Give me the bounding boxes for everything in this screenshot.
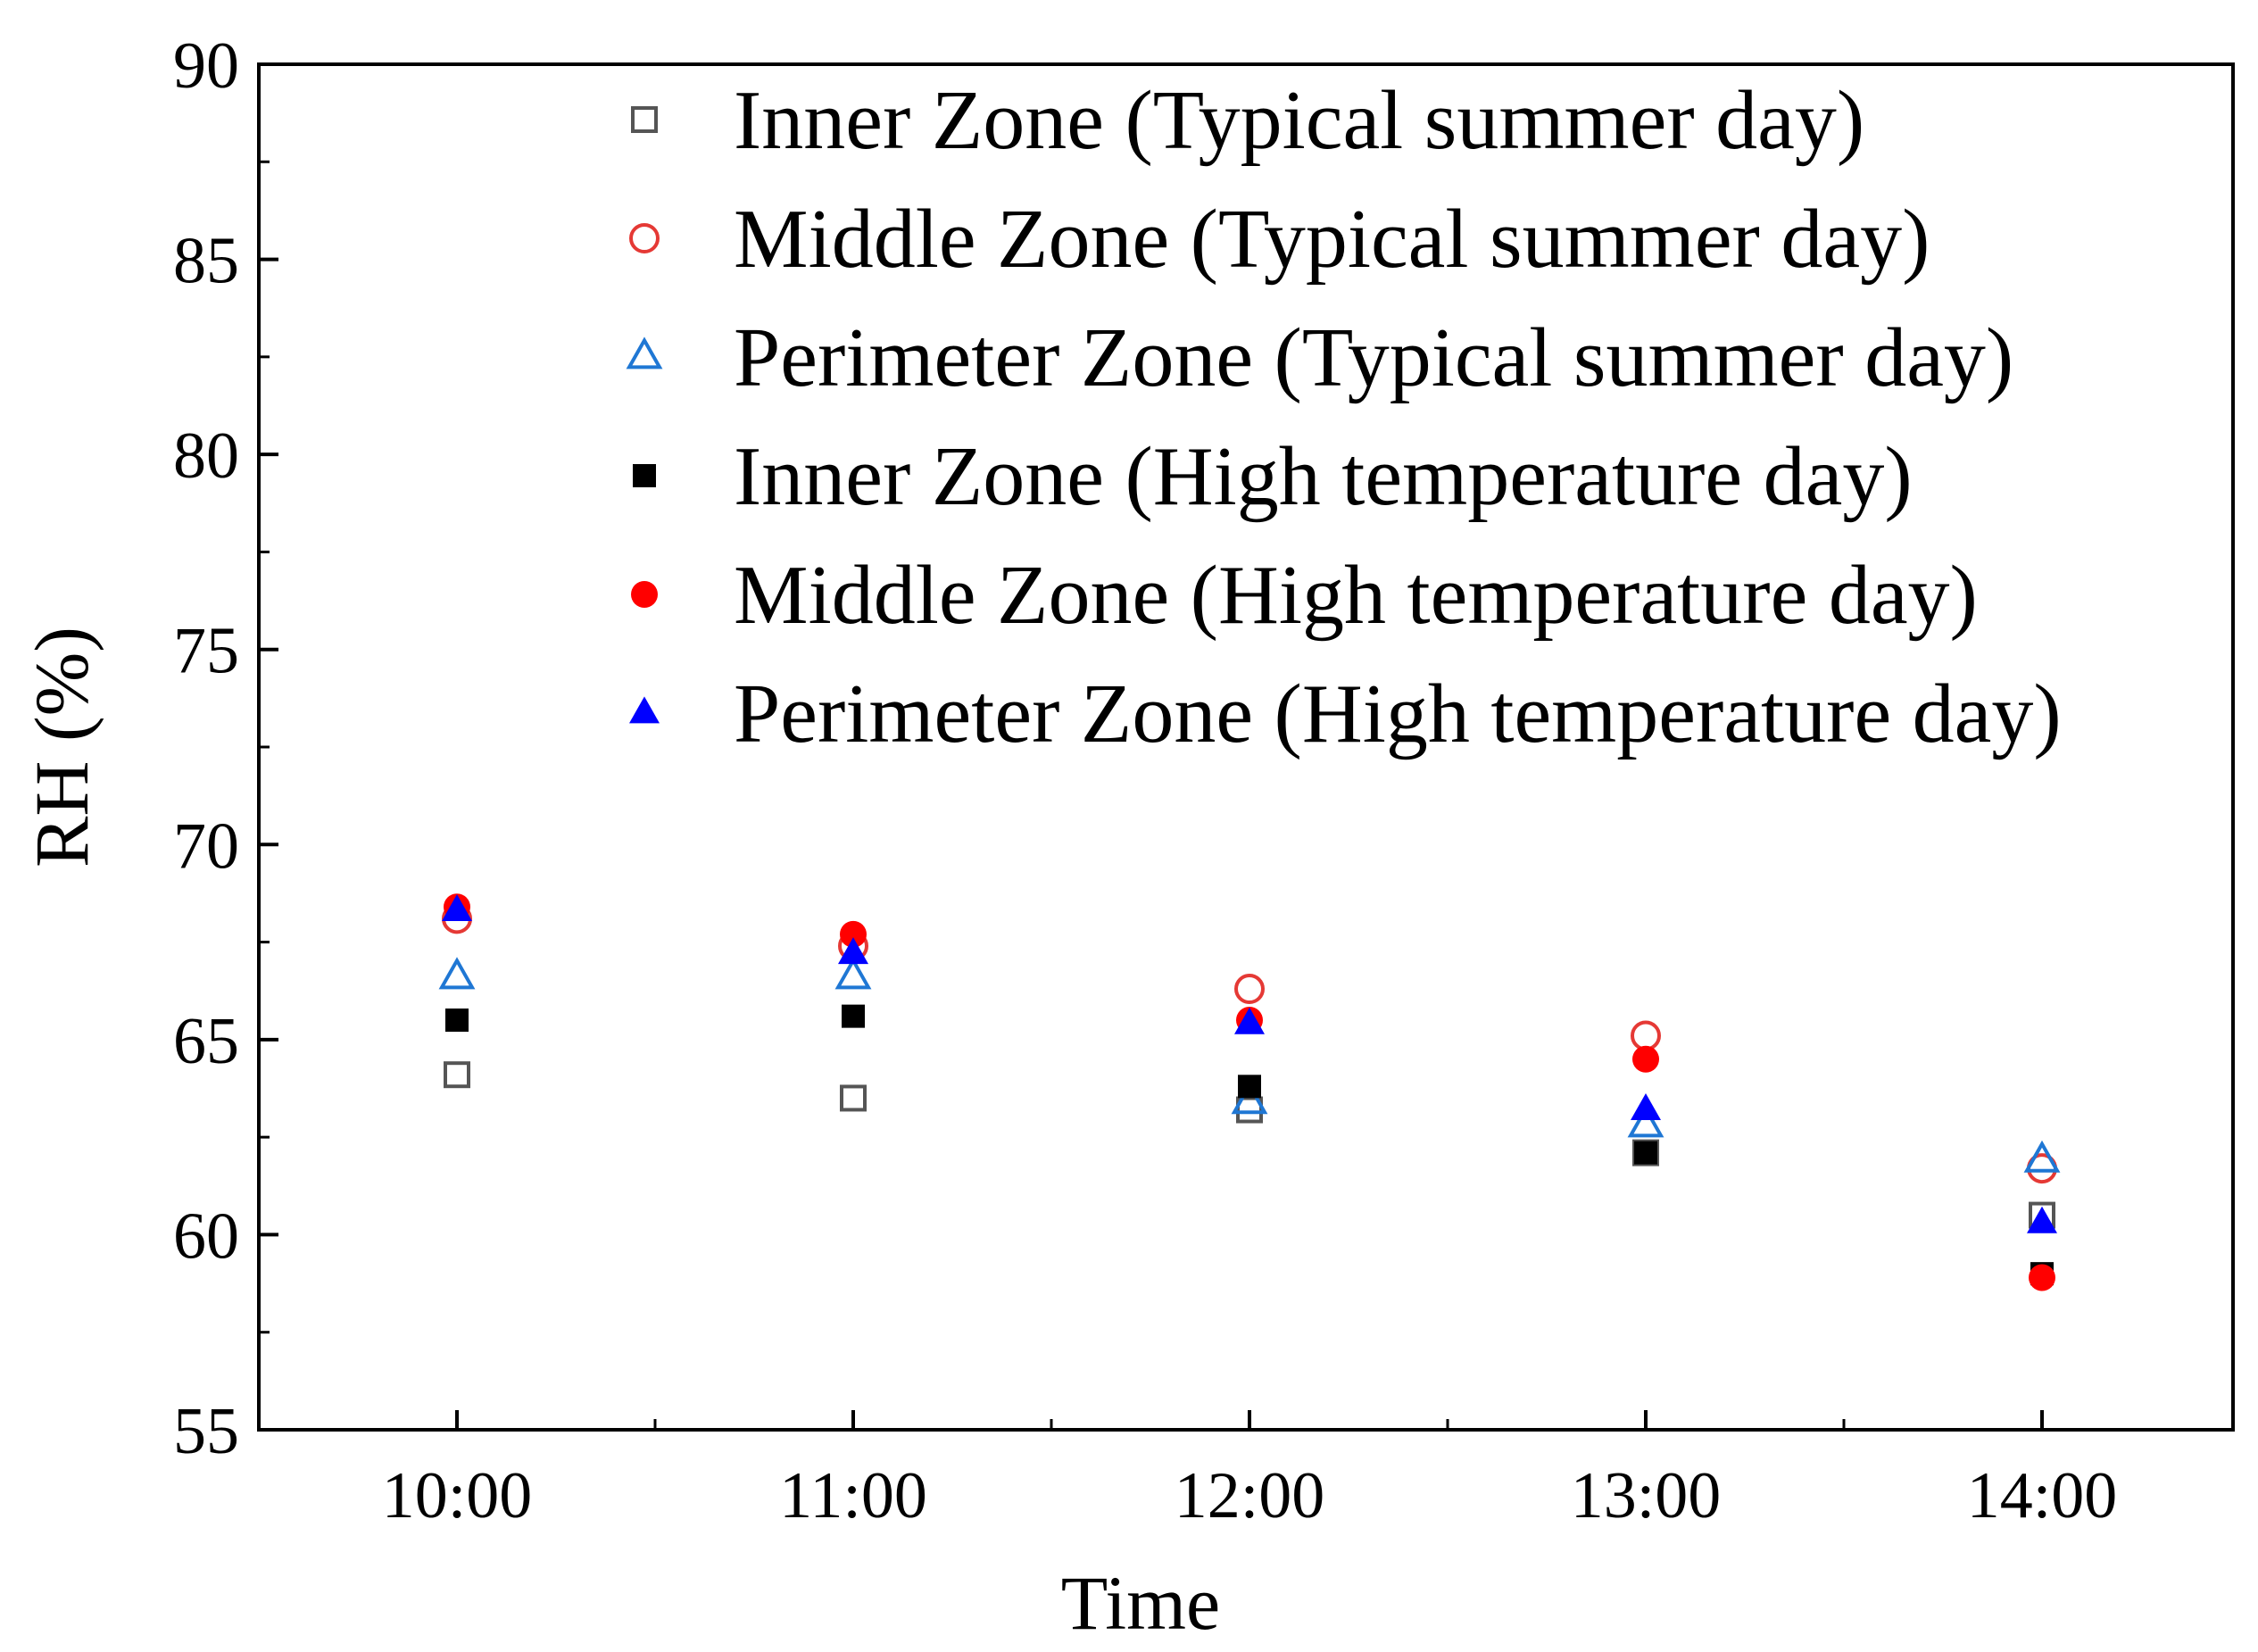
data-point xyxy=(1236,1096,1263,1124)
data-point xyxy=(842,1004,865,1028)
legend-label: Inner Zone (Typical summer day) xyxy=(734,74,1864,167)
data-point xyxy=(442,894,472,921)
data-point xyxy=(445,1009,469,1032)
x-tick-label: 10:00 xyxy=(382,1459,533,1532)
data-point xyxy=(1631,1020,1661,1051)
data-point xyxy=(840,920,867,948)
legend-label: Middle Zone (Typical summer day) xyxy=(734,193,1930,286)
y-tick-label: 75 xyxy=(173,615,239,688)
data-point xyxy=(1631,1092,1661,1120)
legend-marker xyxy=(629,223,660,253)
data-point xyxy=(838,937,868,965)
y-tick-label: 55 xyxy=(173,1395,239,1468)
x-tick-label: 13:00 xyxy=(1571,1459,1722,1532)
legend: Inner Zone (Typical summer day) Middle Zo… xyxy=(626,74,2062,760)
legend-label: Perimeter Zone (High temperature day) xyxy=(734,668,2062,760)
series-3 xyxy=(438,957,2061,1173)
legend-label: Perimeter Zone (Typical summer day) xyxy=(734,311,2013,404)
data-point xyxy=(2027,1206,2057,1233)
y-tick-label: 90 xyxy=(173,29,239,103)
legend-marker xyxy=(633,464,656,487)
x-tick-label: 12:00 xyxy=(1175,1459,1325,1532)
legend-marker xyxy=(631,581,658,608)
data-point xyxy=(1234,1007,1265,1034)
x-tick-label: 11:00 xyxy=(779,1459,927,1532)
y-tick-label: 60 xyxy=(173,1200,239,1273)
data-point xyxy=(1627,1105,1664,1138)
series-4 xyxy=(445,1004,2054,1286)
axis-ticks xyxy=(259,62,2044,1432)
legend-marker xyxy=(629,696,660,724)
y-tick-label: 70 xyxy=(173,809,239,883)
y-tick-label: 85 xyxy=(173,225,239,298)
axis-tick-labels: 55 60 65 70 75 80 85 90 10:00 11:00 12:00 13:00 14:0… xyxy=(173,29,2117,1532)
data-point xyxy=(1238,1075,1261,1099)
data-point xyxy=(444,1061,470,1089)
data-point xyxy=(2029,1264,2055,1291)
y-tick-label: 65 xyxy=(173,1005,239,1078)
series-2 xyxy=(442,903,2057,1184)
x-tick-label: 14:00 xyxy=(1967,1459,2118,1532)
data-point xyxy=(834,957,872,990)
data-point xyxy=(1234,974,1265,1005)
legend-label: Middle Zone (High temperature day) xyxy=(734,549,1978,642)
data-point xyxy=(1231,1082,1268,1115)
legend-label: Inner Zone (High temperature day) xyxy=(734,430,1913,523)
series-6 xyxy=(442,894,2057,1233)
data-point xyxy=(840,1084,867,1112)
x-axis-title: Time xyxy=(1061,1560,1220,1646)
data-point xyxy=(1632,1045,1659,1073)
y-axis-title: RH (%) xyxy=(19,627,104,868)
data-points xyxy=(438,893,2061,1291)
data-point xyxy=(2023,1140,2061,1173)
data-point xyxy=(438,957,476,990)
data-point xyxy=(1634,1141,1657,1165)
y-tick-label: 80 xyxy=(173,419,239,493)
legend-marker xyxy=(626,336,663,369)
legend-marker xyxy=(631,106,658,133)
